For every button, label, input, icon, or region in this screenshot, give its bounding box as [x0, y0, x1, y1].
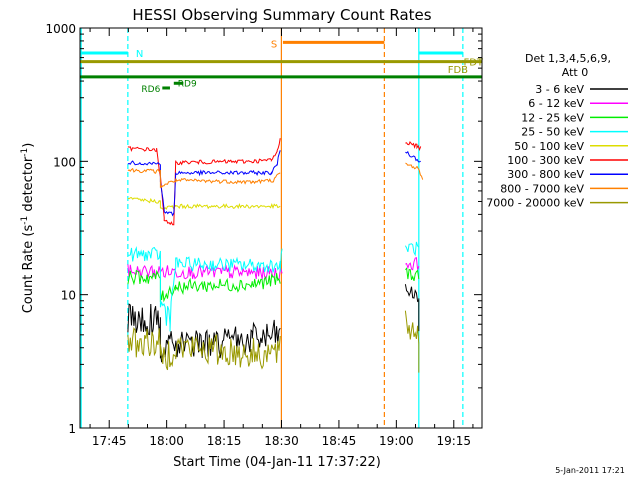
series-25-50-kev-segment-2 [404, 241, 420, 257]
series-800-7000-kev-segment-2 [405, 162, 424, 180]
legend-label-300-800-kev: 300 - 800 keV [507, 168, 584, 181]
legend-label-3-6-kev: 3 - 6 keV [535, 83, 584, 96]
legend-label-800-7000-kev: 800 - 7000 keV [500, 182, 584, 195]
fdt-label: FDT [463, 58, 483, 69]
fdb-label: FDB [448, 65, 468, 76]
rd6-label: RD6 [141, 85, 160, 95]
legend-label-25-50-kev: 25 - 50 keV [521, 126, 584, 139]
saa-label: S [271, 39, 277, 50]
x-tick-label: 17:45 [92, 434, 127, 448]
chart-title: HESSI Observing Summary Count Rates [132, 6, 431, 24]
x-tick-label: 18:15 [207, 434, 242, 448]
x-tick-label: 18:30 [264, 434, 299, 448]
series-7000-20000-kev-segment-1 [127, 326, 281, 371]
y-tick-label: 1 [68, 422, 76, 436]
series-6-12-kev-segment-2 [405, 257, 420, 271]
y-axis-label: Count Rate (s-1 detector-1) [20, 143, 36, 314]
x-tick-label: 19:00 [379, 434, 414, 448]
series-100-300-kev-segment-1 [127, 138, 281, 226]
series-12-25-kev-segment-2 [405, 267, 420, 282]
x-tick-label: 18:45 [322, 434, 357, 448]
legend-label-7000-20000-kev: 7000 - 20000 keV [486, 197, 584, 210]
series-12-25-kev-segment-1 [127, 269, 281, 303]
y-tick-label: 1000 [45, 22, 76, 36]
x-axis-label: Start Time (04-Jan-11 17:37:22) [173, 455, 381, 470]
legend-header-line-2: Att 0 [562, 66, 588, 79]
legend-header-line-1: Det 1,3,4,5,6,9, [525, 52, 611, 65]
footer-date: 5-Jan-2011 17:21 [555, 466, 625, 475]
series-7000-20000-kev-segment-2 [404, 310, 420, 373]
legend-label-6-12-kev: 6 - 12 keV [528, 97, 584, 110]
legend-label-12-25-kev: 12 - 25 keV [521, 111, 584, 124]
legend-label-50-100-kev: 50 - 100 keV [514, 140, 584, 153]
series-800-7000-kev-segment-1 [127, 167, 281, 189]
series-100-300-kev-segment-2 [405, 141, 422, 152]
series-25-50-kev-segment-1 [127, 246, 283, 332]
x-tick-label: 18:00 [149, 434, 184, 448]
series-6-12-kev-segment-1 [127, 263, 283, 282]
series-300-800-kev-segment-2 [405, 150, 421, 163]
axes-layer: 17:45 18:00 18:15 18:30 18:45 19:00 19:15 1 10 10… [45, 22, 483, 448]
y-tick-label: 100 [53, 155, 76, 169]
series-300-800-kev-segment-1 [127, 150, 281, 217]
rd9-label: RD9 [178, 79, 197, 89]
series-50-100-kev-segment-1 [127, 197, 281, 210]
series-layer [127, 138, 424, 373]
x-tick-label: 19:15 [436, 434, 471, 448]
night-label: N [136, 49, 143, 60]
y-tick-label: 10 [61, 289, 76, 303]
legend-label-100-300-kev: 100 - 300 keV [507, 154, 584, 167]
series-3-6-kev-segment-2 [404, 284, 420, 332]
